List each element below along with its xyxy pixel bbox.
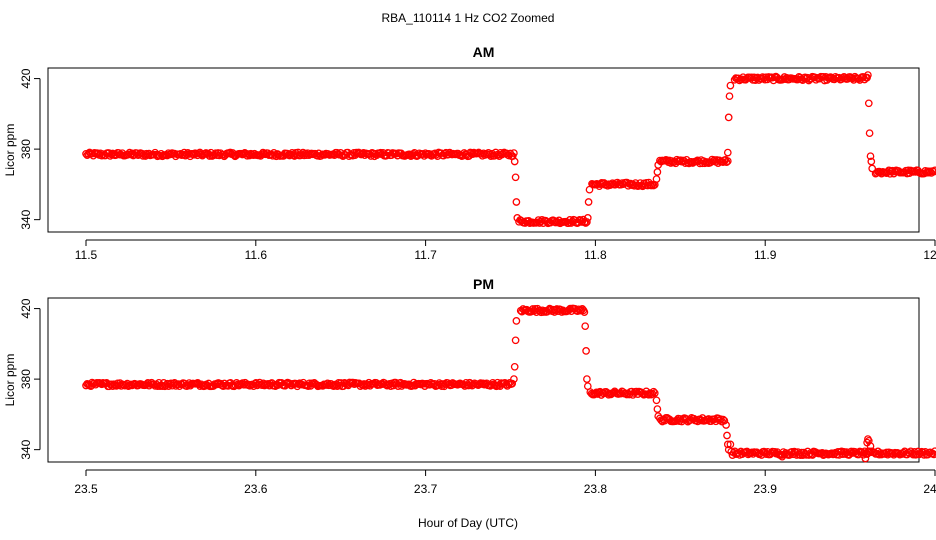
data-point [510,157,519,166]
data-point [865,129,874,138]
data-point [725,92,734,101]
data-point [504,380,513,389]
data-point [723,157,732,165]
data-point [510,375,518,383]
y-axis: 340 380 420 Licor ppm [3,298,41,460]
panel-pm: PM 23.5 23.6 23.7 23.8 23.9 24.0 340 380 420 Licor… [3,276,936,496]
data-point [654,161,663,169]
x-axis: 23.5 23.6 23.7 23.8 23.9 24.0 [74,469,936,496]
data-point [380,379,389,388]
y-tick-label: 420 [19,68,33,88]
x-tick-label: 23.5 [74,482,98,496]
y-tick-label: 340 [19,439,33,459]
x-tick-label: 11.9 [754,248,777,262]
x-tick-label: 23.7 [414,482,438,496]
data-point [723,148,732,157]
x-axis-label: Hour of Day (UTC) [418,516,518,530]
data-point [726,440,735,449]
data-point [339,382,348,391]
chart-title: RBA_110114 1 Hz CO2 Zoomed [382,11,555,25]
data-point [864,99,873,108]
plot-frame [47,297,920,463]
series-points [82,71,936,228]
data-point [722,158,731,167]
data-point [508,379,517,388]
y-axis: 340 380 420 Licor ppm [3,68,41,230]
data-point [931,447,936,456]
data-point [511,173,520,182]
x-tick-label: 24.0 [923,482,936,496]
data-point [583,382,592,391]
x-tick-label: 11.8 [584,248,607,262]
data-point [512,317,521,325]
data-point [153,382,162,391]
data-point [867,157,876,166]
data-point [652,175,661,183]
data-point [868,164,877,173]
data-point [512,198,521,206]
x-tick-label: 11.6 [245,248,268,262]
x-tick-label: 23.6 [244,482,268,496]
data-point [649,387,658,396]
y-tick-label: 380 [19,369,33,389]
data-point [582,347,590,355]
y-axis-label: Licor ppm [3,124,17,177]
data-point [585,185,594,194]
panel-title: PM [473,276,494,292]
y-axis-label: Licor ppm [3,354,17,407]
data-point [539,308,548,316]
data-point [583,218,591,226]
y-tick-label: 340 [19,209,33,229]
data-point [724,113,733,122]
data-point [778,452,787,461]
y-tick-label: 420 [19,298,33,318]
data-point [580,308,589,316]
data-point [511,336,520,345]
data-point [653,405,662,413]
data-point [654,412,663,421]
data-point [583,214,592,222]
y-tick-label: 380 [19,139,33,159]
x-tick-label: 11.5 [75,248,98,262]
x-tick-label: 23.8 [584,482,608,496]
data-point [861,454,870,463]
data-point [510,149,518,157]
data-point [652,396,661,405]
data-point [931,166,936,175]
plot-frame [47,67,920,233]
data-point [583,375,591,383]
data-point [929,167,936,176]
data-point [510,362,519,371]
data-point [581,322,590,331]
series-points [82,304,936,463]
data-point [584,198,593,206]
data-point [720,416,729,425]
data-point [653,168,662,176]
data-point [722,421,730,429]
data-point [866,442,875,450]
x-tick-label: 11.7 [414,248,437,262]
data-point [650,389,659,397]
plot-panels: AM 11.5 11.6 11.7 11.8 11.9 12.0 340 380 420 Licor… [3,44,936,496]
x-tick-label: 23.9 [754,482,778,496]
data-point [723,431,731,440]
panel-am: AM 11.5 11.6 11.7 11.8 11.9 12.0 340 380 420 Licor… [3,44,936,262]
data-point [929,450,936,459]
data-point [723,440,732,449]
panel-title: AM [473,44,495,60]
data-point [847,447,856,456]
data-point [513,214,522,222]
x-tick-label: 12.0 [923,248,936,262]
data-point [726,81,735,90]
data-point [866,152,875,161]
x-axis: 11.5 11.6 11.7 11.8 11.9 12.0 [75,239,936,262]
data-point [864,71,872,79]
